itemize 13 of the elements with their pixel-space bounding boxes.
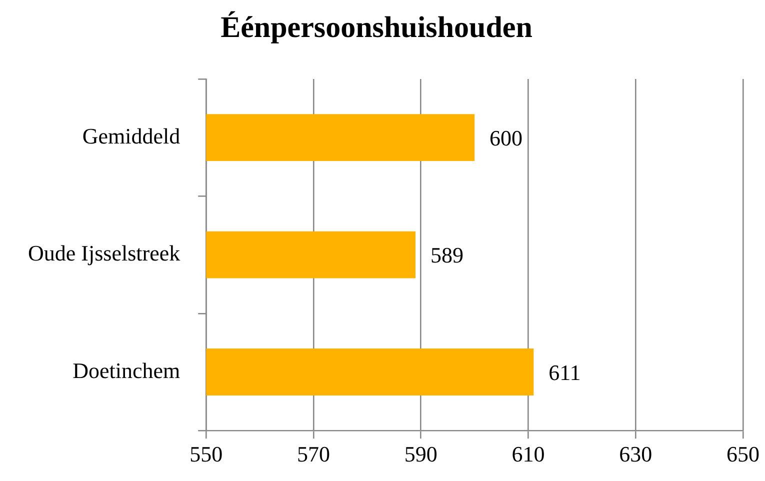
data-label: 611 (548, 360, 581, 385)
y-tick-label: Oude Ijsselstreek (28, 240, 180, 266)
x-tick-label: 590 (404, 442, 438, 467)
x-tick-label: 550 (190, 442, 223, 467)
x-tick-label: 650 (726, 442, 760, 467)
y-tick-label: Doetinchem (72, 358, 180, 383)
x-tick-label: 610 (512, 442, 545, 467)
chart-title: Éénpersoonshuishouden (220, 10, 533, 44)
data-label: 589 (430, 242, 464, 268)
data-label: 600 (490, 125, 523, 150)
x-tick-label: 570 (296, 442, 330, 467)
x-tick-label: 630 (619, 442, 652, 467)
y-tick-label: Gemiddeld (82, 123, 180, 148)
